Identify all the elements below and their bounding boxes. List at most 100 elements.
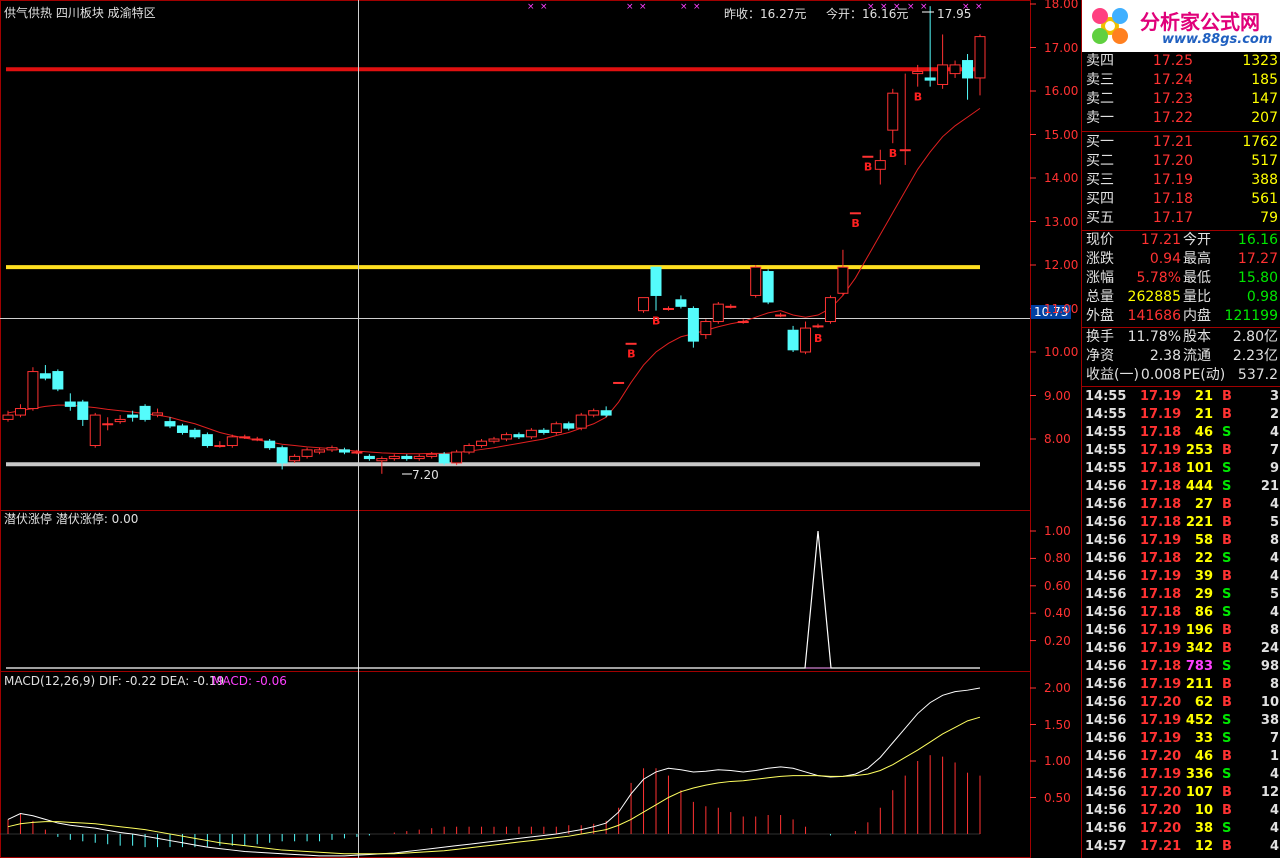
candle-body bbox=[525, 429, 537, 438]
tick-time: 14:56 bbox=[1085, 533, 1127, 548]
ask-label: 卖三 bbox=[1086, 72, 1114, 88]
stat-value: 2.23亿 bbox=[1232, 348, 1278, 364]
tick-count: 4 bbox=[1269, 425, 1279, 440]
stat-value: 537.2 bbox=[1237, 367, 1278, 383]
tick-time: 14:56 bbox=[1085, 497, 1127, 512]
quote-panel: 分析家公式网 www.88gs.com 卖四 17.25 1323 卖三 17.24 18… bbox=[1081, 0, 1280, 858]
candle-body bbox=[301, 449, 313, 457]
stat-label: 换手 bbox=[1086, 329, 1114, 345]
tick-side: B bbox=[1222, 749, 1232, 764]
tick-row: 14:56 17.18 444 S 21 bbox=[1082, 478, 1280, 496]
tick-volume: 38 bbox=[1194, 821, 1213, 836]
tick-row: 14:55 17.19 21 B 2 bbox=[1082, 406, 1280, 424]
price-axis-label: 11.00 bbox=[1044, 301, 1079, 316]
stat-value: 121199 bbox=[1224, 308, 1278, 324]
candle-body bbox=[550, 423, 562, 433]
stat-label: 收益(一) bbox=[1086, 367, 1139, 383]
candle-body bbox=[376, 458, 388, 462]
ind-axis-label: 1.00 bbox=[1044, 524, 1071, 538]
macd-axis-label: 2.00 bbox=[1044, 681, 1071, 695]
signal-cross-marker: × bbox=[680, 2, 688, 12]
macd-title: MACD(12,26,9) DIF: -0.22 DEA: -0.19 bbox=[4, 674, 225, 688]
stat-value: 17.21 bbox=[1140, 232, 1181, 248]
tick-volume: 29 bbox=[1194, 587, 1213, 602]
ask-label: 卖二 bbox=[1086, 91, 1114, 107]
stat-label: 外盘 bbox=[1086, 308, 1114, 324]
candle-body bbox=[662, 308, 674, 310]
candle-body bbox=[451, 451, 463, 464]
candle-body bbox=[538, 429, 550, 433]
candle-body bbox=[887, 92, 899, 131]
tick-side: S bbox=[1222, 659, 1232, 674]
ind-axis-label: 0.60 bbox=[1044, 578, 1071, 593]
stat-value: 15.80 bbox=[1237, 270, 1278, 286]
buy-signal-marker: B bbox=[864, 160, 872, 173]
signal-cross-marker: × bbox=[867, 2, 875, 12]
stat-label: PE(动) bbox=[1183, 367, 1226, 383]
signal-cross-marker: × bbox=[920, 2, 928, 12]
tick-price: 17.18 bbox=[1140, 587, 1182, 602]
tick-row: 14:56 17.18 27 B 4 bbox=[1082, 496, 1280, 514]
stat-row: 总量 262885 量比 0.98 bbox=[1082, 288, 1280, 307]
tick-volume: 221 bbox=[1185, 515, 1213, 530]
tick-row: 14:56 17.20 38 S 4 bbox=[1082, 820, 1280, 838]
tick-price: 17.20 bbox=[1140, 821, 1182, 836]
kline-chart[interactable]: B B B B B B B × × × × × × × × × × × × × bbox=[0, 0, 1080, 858]
tick-row: 14:56 17.19 342 B 24 bbox=[1082, 640, 1280, 658]
moving-average-line bbox=[7, 107, 981, 455]
tick-price: 17.18 bbox=[1140, 497, 1182, 512]
candle-body bbox=[650, 266, 662, 296]
candle-body bbox=[924, 77, 936, 81]
tick-row: 14:56 17.20 62 B 10 bbox=[1082, 694, 1280, 712]
bid-label: 买五 bbox=[1086, 210, 1114, 226]
bid-volume: 561 bbox=[1251, 191, 1278, 207]
tick-count: 8 bbox=[1269, 533, 1279, 548]
candle-body bbox=[800, 327, 812, 353]
low-marker-label: 7.20 bbox=[412, 468, 439, 482]
signal-cross-marker: × bbox=[962, 2, 970, 12]
candle-body bbox=[837, 266, 849, 294]
buy-signal-marker: B bbox=[851, 217, 859, 230]
candle-body bbox=[675, 299, 687, 307]
candle-body bbox=[114, 418, 126, 423]
stat-row: 外盘 141686 内盘 121199 bbox=[1082, 307, 1280, 326]
bid-price: 17.18 bbox=[1152, 191, 1193, 207]
candle-body bbox=[14, 408, 26, 416]
tick-side: B bbox=[1222, 839, 1232, 854]
signal-cross-marker: × bbox=[626, 2, 634, 12]
bid-volume: 388 bbox=[1251, 172, 1278, 188]
ask-row: 卖四 17.25 1323 bbox=[1082, 52, 1280, 71]
buy-signal-marker: B bbox=[914, 91, 922, 104]
candle-body bbox=[812, 325, 824, 328]
candle-body bbox=[725, 305, 737, 308]
candle-body bbox=[102, 423, 114, 426]
tick-time: 14:56 bbox=[1085, 749, 1127, 764]
tick-row: 14:56 17.20 10 B 4 bbox=[1082, 802, 1280, 820]
candle-body bbox=[401, 455, 413, 460]
tick-row: 14:57 17.21 12 B 4 bbox=[1082, 838, 1280, 856]
tick-time: 14:55 bbox=[1085, 389, 1127, 404]
panel-separator bbox=[1082, 230, 1280, 231]
candle-body bbox=[251, 438, 263, 441]
candle-body bbox=[737, 321, 749, 324]
ask-row: 卖三 17.24 185 bbox=[1082, 71, 1280, 90]
tick-time: 14:56 bbox=[1085, 677, 1127, 692]
stat-label: 最低 bbox=[1183, 270, 1211, 286]
tick-price: 17.19 bbox=[1140, 569, 1182, 584]
tick-price: 17.19 bbox=[1140, 623, 1182, 638]
chart-frame bbox=[0, 0, 1031, 858]
tick-count: 4 bbox=[1269, 821, 1279, 836]
stat-label: 涨跌 bbox=[1086, 251, 1114, 267]
signal-cross-marker: × bbox=[540, 2, 548, 12]
tick-row: 14:56 17.20 107 B 12 bbox=[1082, 784, 1280, 802]
crosshair-price-label: 10.73 bbox=[1031, 305, 1072, 319]
tick-row: 14:56 17.18 29 S 5 bbox=[1082, 586, 1280, 604]
tick-volume: 46 bbox=[1194, 425, 1213, 440]
candle-body bbox=[750, 266, 762, 296]
tick-count: 2 bbox=[1269, 407, 1279, 422]
tick-side: S bbox=[1222, 425, 1232, 440]
candle-body bbox=[64, 401, 76, 407]
candle-body bbox=[563, 423, 575, 429]
stat-value: 16.16 bbox=[1237, 232, 1278, 248]
macd-axis-label: 0.50 bbox=[1044, 790, 1071, 805]
